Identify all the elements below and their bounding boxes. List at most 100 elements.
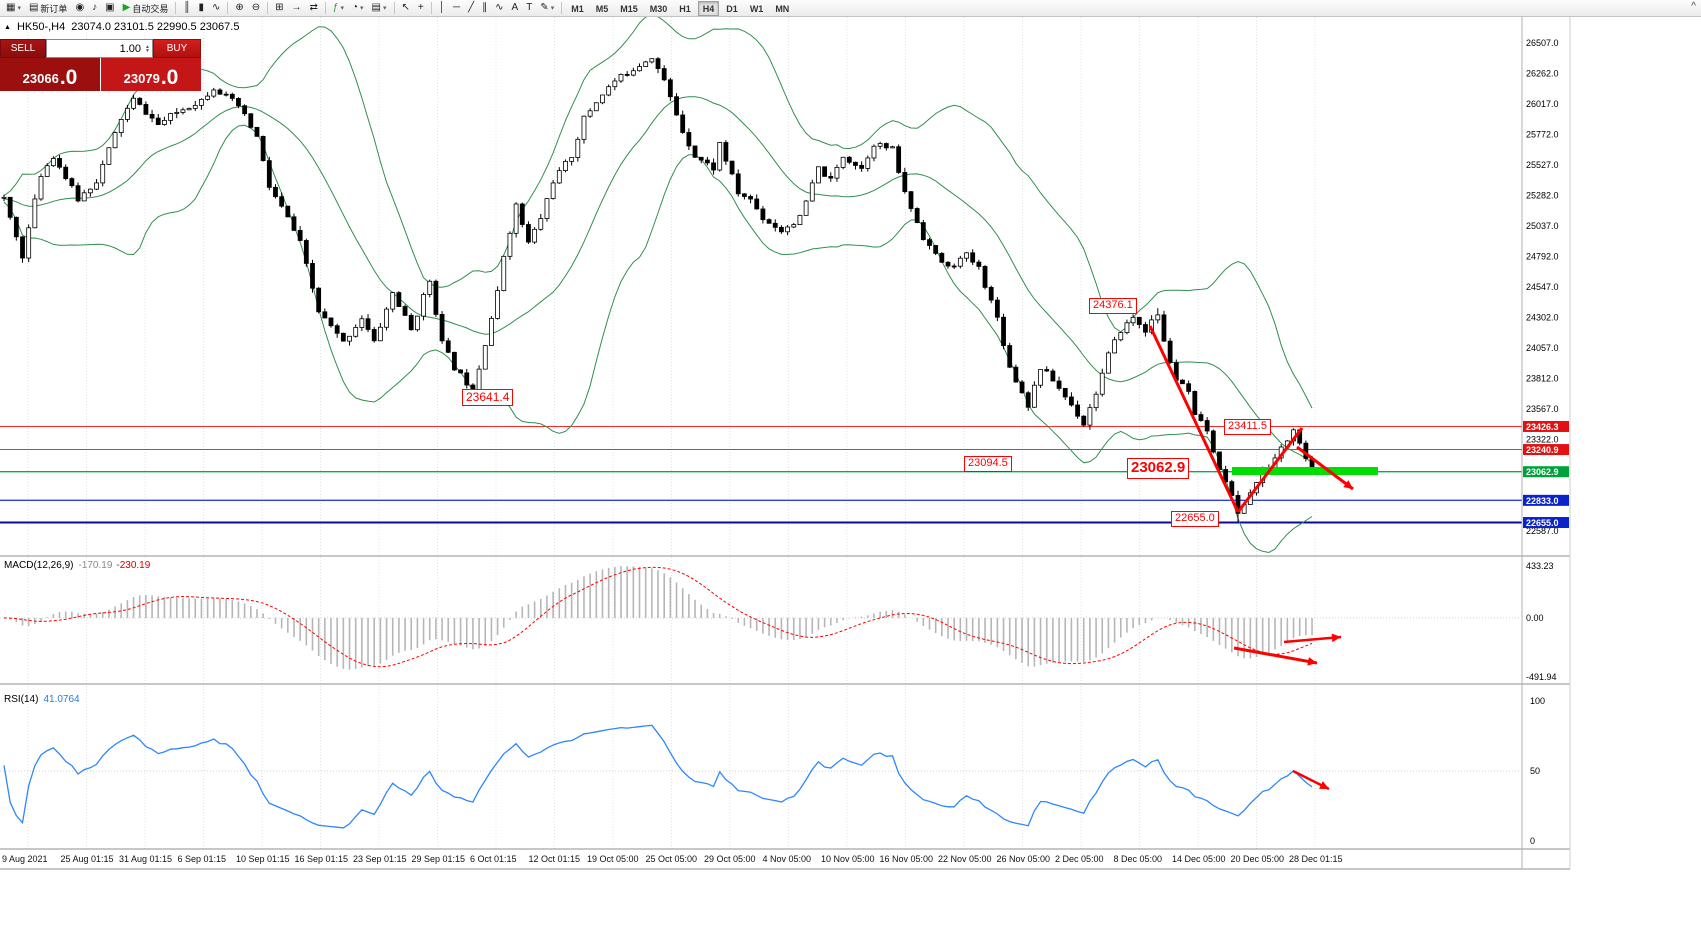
toolbar-overflow-button[interactable]: ^ [1691, 1, 1696, 12]
candle-body [575, 138, 581, 158]
timeframe-button-m30[interactable]: M30 [649, 3, 668, 14]
timeframe-button-w1[interactable]: W1 [749, 3, 764, 14]
zoom-in-button[interactable]: ⊕ [231, 1, 247, 16]
volume-spinner[interactable]: ▲ ▼ [145, 43, 150, 54]
trend-arrow[interactable] [1236, 427, 1304, 513]
chart-shift-button[interactable]: ⇄ [306, 1, 322, 16]
candle-body [556, 170, 562, 184]
spinner-down-icon[interactable]: ▼ [145, 47, 150, 54]
candle-body [526, 224, 531, 243]
line-chart-button[interactable]: ∿ [208, 1, 224, 16]
candlestick-chart-button[interactable]: ▮ [194, 1, 208, 16]
candle-body [94, 182, 99, 190]
price-callout[interactable]: 22655.0 [1171, 511, 1219, 527]
news-button[interactable]: ▣ [101, 1, 118, 16]
price-callout[interactable]: 24376.1 [1089, 298, 1137, 314]
spinner-up-icon[interactable]: ▲ [145, 43, 150, 50]
periods-button[interactable]: ◔ ▾ [348, 1, 368, 16]
time-axis-label: 10 Sep 01:15 [236, 854, 290, 864]
sell-price-box[interactable]: 23066 .0 [0, 58, 101, 91]
candle-body [822, 166, 828, 177]
candle-body [877, 143, 883, 147]
buy-price-main: 23079 [123, 71, 160, 86]
time-axis-label: 8 Dec 05:00 [1114, 854, 1163, 864]
rsi-indicator-label: RSI(14) 41.0764 [4, 694, 80, 705]
timeframe-button-m1[interactable]: M1 [571, 3, 584, 14]
buy-price-box[interactable]: 23079 .0 [101, 58, 201, 91]
candle-body [1069, 396, 1074, 406]
new-order-button[interactable]: ▤ 新订单 [25, 1, 71, 16]
arrows-button[interactable]: ✎ ▾ [536, 1, 558, 16]
indicators-button[interactable]: ƒ ▾ [329, 1, 348, 16]
price-callout[interactable]: 23062.9 [1127, 458, 1190, 479]
candle-body [563, 160, 568, 171]
candle-body [649, 58, 655, 63]
macd-arrow[interactable] [1283, 635, 1342, 644]
timeframe-button-d1[interactable]: D1 [726, 3, 738, 14]
tile-windows-button[interactable]: ⊞ [271, 1, 287, 16]
timeframe-button-m15[interactable]: M15 [620, 3, 638, 14]
candle-body [600, 94, 605, 104]
cycle-lines-button[interactable]: ∿ [491, 1, 507, 16]
price-callout[interactable]: 23411.5 [1224, 419, 1271, 435]
price-axis-label: 24302.0 [1526, 312, 1559, 322]
cursor-button[interactable]: ↖ [398, 1, 414, 16]
wave-icon: ∿ [495, 2, 504, 13]
candle-body [118, 119, 124, 133]
autotrading-button[interactable]: ▶ 自动交易 [119, 1, 173, 16]
new-order-icon: ▤ [28, 2, 39, 13]
candle-body [704, 159, 710, 164]
candle-body [402, 306, 408, 316]
timeframe-button-mn[interactable]: MN [775, 3, 790, 14]
price-tag-value: 22833.0 [1526, 496, 1559, 506]
timeframe-button-h1[interactable]: H1 [679, 3, 691, 14]
price-axis-label: 24057.0 [1526, 343, 1559, 353]
text-button[interactable]: A [508, 1, 523, 16]
candle-body [87, 188, 93, 194]
candle-body [828, 176, 834, 179]
timeframe-button-h4[interactable]: H4 [697, 0, 720, 16]
macd-arrow[interactable] [1233, 646, 1318, 665]
candle-body [445, 340, 451, 353]
candle-body [976, 261, 982, 267]
price-callout[interactable]: 23094.5 [964, 456, 1012, 472]
candle-body [698, 156, 704, 161]
zoom-out-button[interactable]: ⊖ [248, 1, 264, 16]
templates-button[interactable]: ▤ ▾ [368, 1, 391, 16]
alerts-button[interactable]: ♪ [88, 1, 101, 16]
sell-button[interactable]: SELL [0, 39, 46, 58]
candle-body [192, 104, 198, 109]
price-axis-label: 24792.0 [1526, 251, 1559, 261]
volume-field[interactable]: 1.00 ▲ ▼ [46, 39, 153, 58]
channel-button[interactable]: ∥ [478, 1, 491, 16]
price-tag [1523, 466, 1569, 478]
time-axis-label: 2 Dec 05:00 [1055, 854, 1104, 864]
candle-body [951, 265, 957, 268]
buy-price-frac: .0 [160, 66, 179, 89]
timeframe-button-m5[interactable]: M5 [595, 3, 609, 14]
price-tag-value: 23426.3 [1526, 422, 1559, 432]
news-icon: ▣ [105, 2, 115, 13]
chart-window-button[interactable]: ▦ ▾ [2, 1, 25, 16]
trendline-button[interactable]: ╱ [464, 1, 478, 16]
bar-chart-button[interactable]: ║ [179, 1, 194, 16]
candle-body [248, 113, 254, 128]
trend-arrow[interactable] [1296, 445, 1354, 491]
candle-body [797, 214, 803, 225]
support-zone-bar[interactable] [1232, 467, 1378, 475]
horizontal-line-button[interactable]: ─ [449, 1, 464, 16]
trend-arrow[interactable] [1148, 325, 1240, 513]
candle-body [322, 311, 328, 319]
candle-body [371, 329, 377, 342]
price-callout[interactable]: 23641.4 [462, 389, 514, 406]
buy-button[interactable]: BUY [153, 39, 201, 58]
candle-body [229, 93, 235, 99]
mql5-community-button[interactable]: ◉ [71, 1, 88, 16]
chart-canvas[interactable]: 26507.0 26262.0 26017.0 25772.0 25527.0 25282… [0, 17, 1701, 939]
vertical-line-button[interactable]: │ [435, 1, 449, 16]
candle-body [846, 156, 852, 163]
auto-scroll-button[interactable]: → [288, 1, 306, 16]
text-label-button[interactable]: T [522, 1, 536, 16]
crosshair-button[interactable]: + [414, 1, 428, 16]
candle-body [26, 227, 32, 259]
